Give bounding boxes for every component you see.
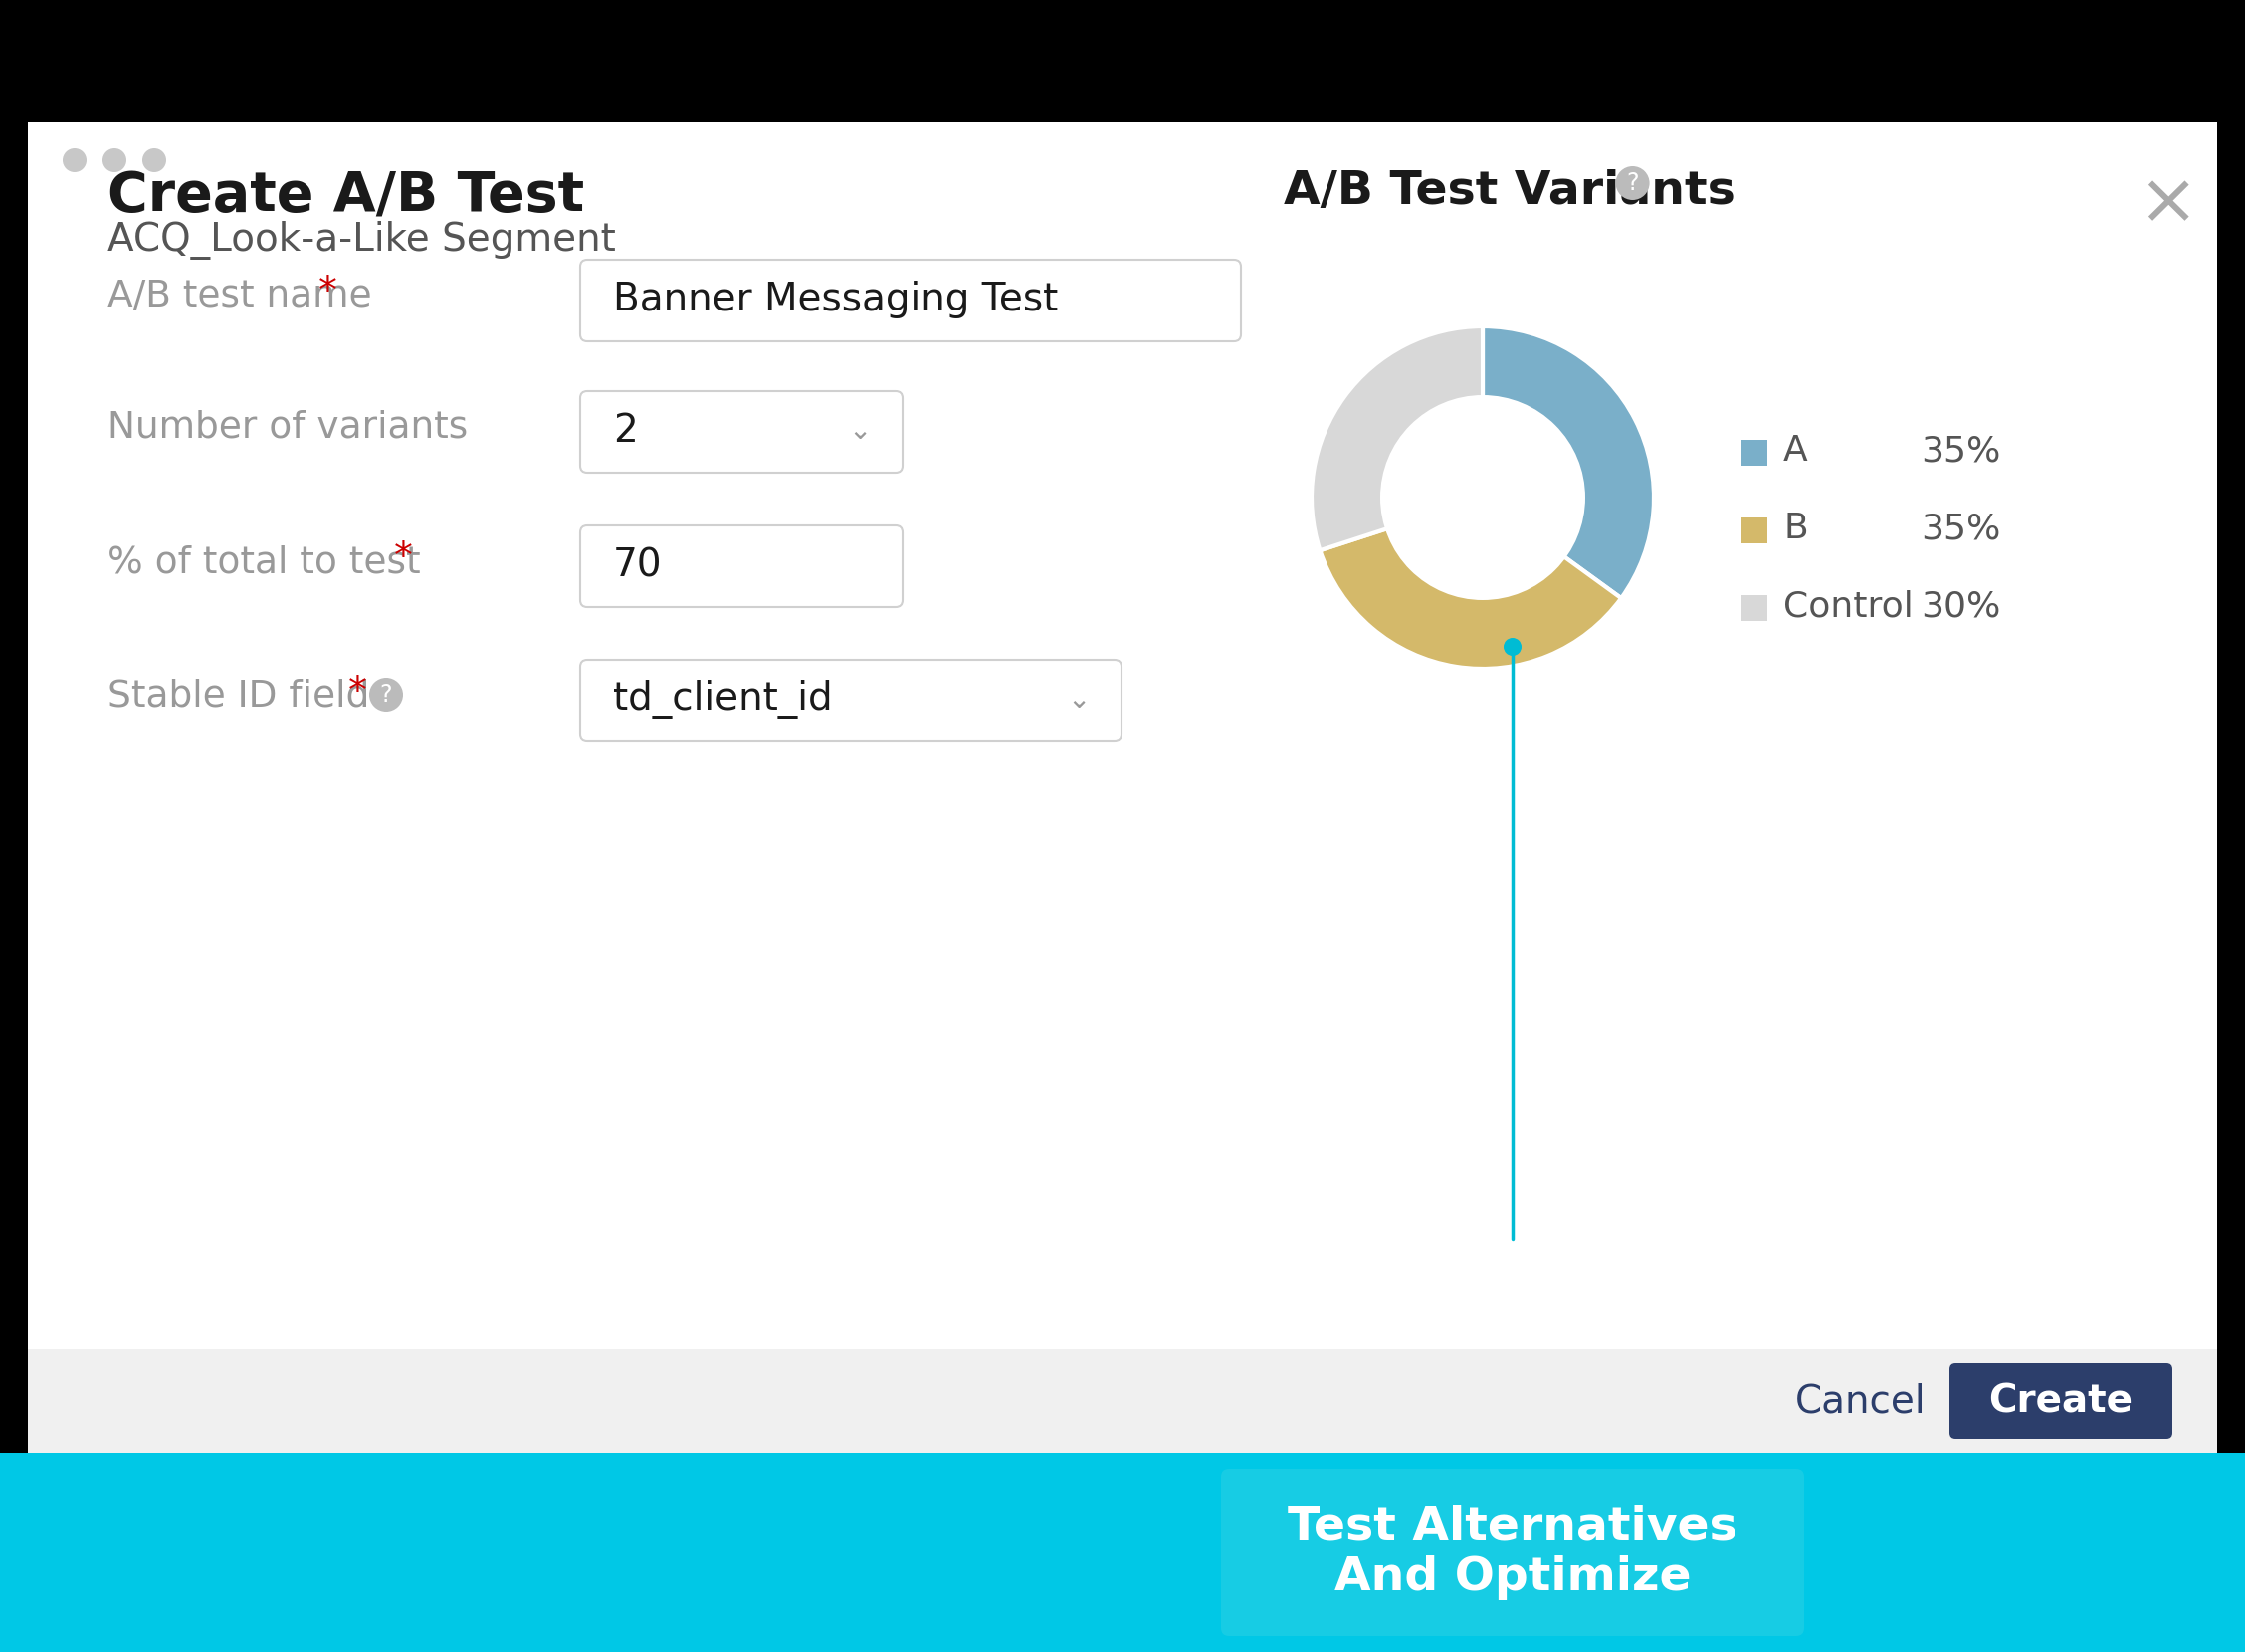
Text: ACQ_Look-a-Like Segment: ACQ_Look-a-Like Segment [108,221,615,259]
Text: ⌄: ⌄ [849,416,871,444]
FancyBboxPatch shape [27,122,2218,197]
Text: 30%: 30% [1919,590,2000,623]
Text: *: * [348,674,368,710]
Circle shape [103,149,126,172]
Text: ×: × [2137,169,2198,238]
Circle shape [1381,395,1585,600]
Circle shape [1616,167,1650,200]
FancyBboxPatch shape [27,1350,2218,1454]
Text: A/B Test Variants: A/B Test Variants [1284,169,1735,215]
Circle shape [368,677,404,712]
Text: Number of variants: Number of variants [108,410,467,446]
Text: A/B test name: A/B test name [108,279,373,314]
Circle shape [141,149,166,172]
Wedge shape [1311,327,1482,550]
Text: ⌄: ⌄ [1066,686,1091,714]
FancyBboxPatch shape [579,259,1241,342]
Circle shape [63,149,88,172]
Text: Banner Messaging Test: Banner Messaging Test [613,281,1057,319]
FancyBboxPatch shape [1221,1469,1805,1635]
FancyBboxPatch shape [579,659,1122,742]
Circle shape [1504,638,1522,656]
Text: And Optimize: And Optimize [1334,1556,1690,1601]
Text: Stable ID field: Stable ID field [108,679,370,715]
Wedge shape [1482,327,1655,598]
Text: 35%: 35% [1919,434,2000,468]
Text: Test Alternatives: Test Alternatives [1289,1505,1738,1550]
FancyBboxPatch shape [1742,439,1767,466]
FancyBboxPatch shape [0,1454,2245,1652]
Text: *: * [319,274,337,311]
Text: % of total to test: % of total to test [108,545,420,580]
Text: Create A/B Test: Create A/B Test [108,169,584,223]
Text: *: * [393,540,413,577]
Text: ?: ? [379,682,393,707]
Text: Create: Create [1989,1383,2133,1421]
Text: 70: 70 [613,547,662,585]
Text: 2: 2 [613,411,638,449]
Text: ?: ? [1625,172,1639,195]
FancyBboxPatch shape [579,525,902,606]
FancyBboxPatch shape [579,392,902,472]
Text: Control: Control [1783,590,1913,623]
Text: A: A [1783,434,1807,468]
Text: Cancel: Cancel [1796,1383,1926,1421]
FancyBboxPatch shape [1742,517,1767,544]
FancyBboxPatch shape [0,0,2245,197]
Wedge shape [1320,497,1621,669]
Text: 35%: 35% [1919,512,2000,545]
FancyBboxPatch shape [1949,1363,2173,1439]
Text: B: B [1783,512,1807,545]
FancyBboxPatch shape [1742,595,1767,621]
Text: td_client_id: td_client_id [613,681,833,719]
FancyBboxPatch shape [27,122,2218,1454]
